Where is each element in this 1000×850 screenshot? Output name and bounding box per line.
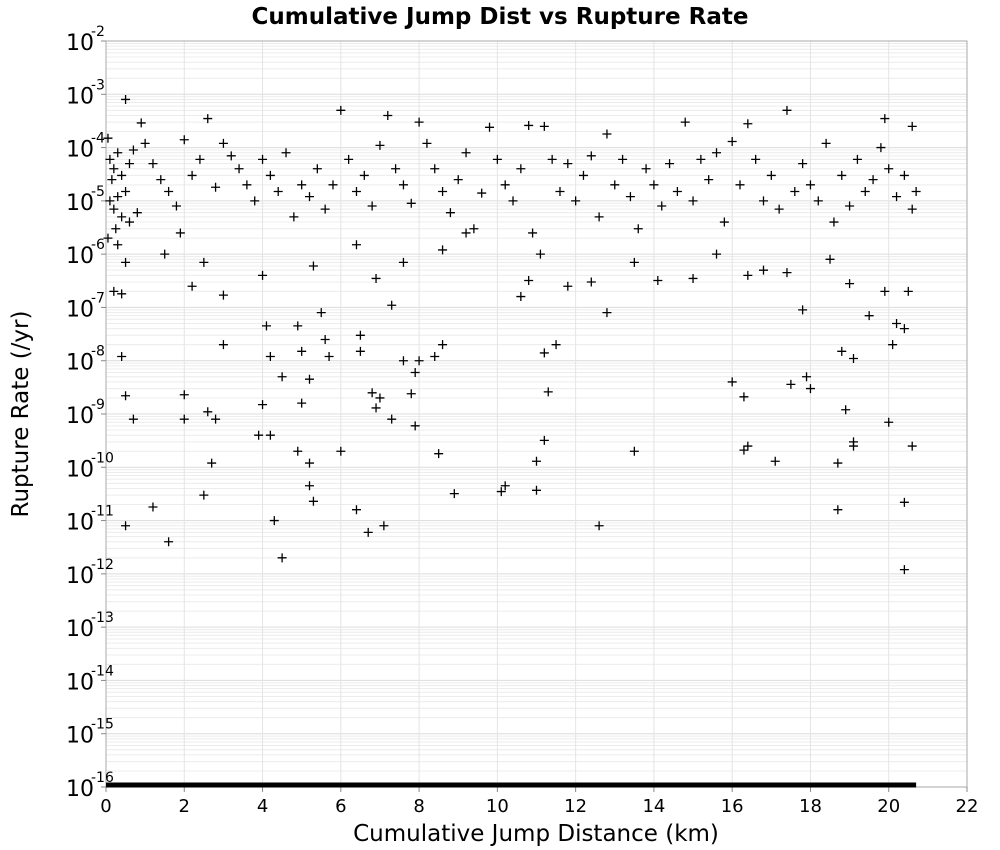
y-tick-label: 10 bbox=[66, 777, 94, 802]
y-tick-label: 10 bbox=[66, 84, 94, 109]
y-tick-exponent: -8 bbox=[91, 344, 105, 360]
x-tick-label: 12 bbox=[564, 796, 587, 817]
x-tick-label: 0 bbox=[100, 796, 111, 817]
y-tick-label: 10 bbox=[66, 297, 94, 322]
y-tick-label: 10 bbox=[66, 511, 94, 536]
y-tick-label: 10 bbox=[66, 191, 94, 216]
y-tick-exponent: -13 bbox=[91, 610, 114, 626]
x-tick-label: 4 bbox=[257, 796, 268, 817]
y-tick-label: 10 bbox=[66, 670, 94, 695]
x-tick-label: 6 bbox=[335, 796, 346, 817]
x-tick-label: 14 bbox=[642, 796, 665, 817]
y-tick-exponent: -9 bbox=[91, 397, 105, 413]
x-tick-label: 18 bbox=[799, 796, 822, 817]
x-tick-label: 22 bbox=[956, 796, 979, 817]
y-tick-exponent: -5 bbox=[91, 184, 105, 200]
y-tick-exponent: -4 bbox=[91, 131, 105, 147]
y-tick-label: 10 bbox=[66, 138, 94, 163]
y-tick-exponent: -6 bbox=[91, 237, 105, 253]
y-tick-exponent: -3 bbox=[91, 77, 105, 93]
x-tick-label: 8 bbox=[413, 796, 424, 817]
chart-title: Cumulative Jump Dist vs Rupture Rate bbox=[252, 4, 749, 30]
y-tick-exponent: -7 bbox=[91, 290, 105, 306]
x-tick-label: 20 bbox=[877, 796, 900, 817]
y-tick-label: 10 bbox=[66, 617, 94, 642]
x-tick-label: 10 bbox=[486, 796, 509, 817]
y-tick-label: 10 bbox=[66, 724, 94, 749]
y-tick-exponent: -12 bbox=[91, 557, 114, 573]
y-tick-exponent: -15 bbox=[91, 717, 114, 733]
x-axis-label: Cumulative Jump Distance (km) bbox=[353, 821, 719, 847]
y-axis-label: Rupture Rate (/yr) bbox=[8, 311, 34, 518]
y-tick-label: 10 bbox=[66, 244, 94, 269]
y-tick-exponent: -2 bbox=[91, 24, 105, 40]
y-tick-exponent: -11 bbox=[91, 504, 114, 520]
x-tick-label: 2 bbox=[179, 796, 190, 817]
y-tick-exponent: -14 bbox=[91, 663, 114, 679]
y-tick-label: 10 bbox=[66, 31, 94, 56]
x-tick-label: 16 bbox=[721, 796, 744, 817]
y-tick-exponent: -10 bbox=[91, 450, 114, 466]
y-tick-label: 10 bbox=[66, 404, 94, 429]
y-tick-label: 10 bbox=[66, 564, 94, 589]
y-tick-label: 10 bbox=[66, 351, 94, 376]
y-tick-label: 10 bbox=[66, 457, 94, 482]
